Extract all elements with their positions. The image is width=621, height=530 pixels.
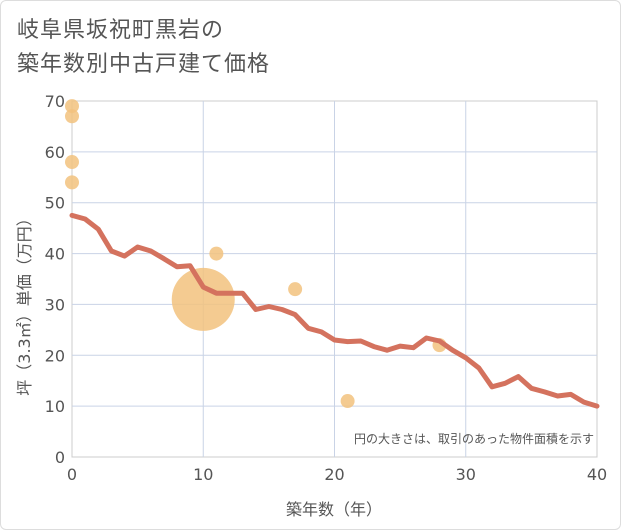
y-tick-label-0: 0 xyxy=(55,448,65,467)
y-tick-label-60: 60 xyxy=(45,143,65,162)
chart-title-line-2: 築年数別中古戸建て価格 xyxy=(17,52,271,77)
bubble-point-0 xyxy=(65,99,79,114)
bubble-point-2 xyxy=(65,155,79,170)
y-tick-label-10: 10 xyxy=(45,397,65,416)
bubble-point-7 xyxy=(340,394,355,409)
y-tick-label-70: 70 xyxy=(45,92,65,111)
y-tick-label-20: 20 xyxy=(45,346,65,365)
x-tick-label-0: 0 xyxy=(67,465,77,484)
chart-title-line-1: 岐阜県坂祝町黒岩の xyxy=(17,18,225,43)
y-tick-label-40: 40 xyxy=(45,245,65,264)
bubble-point-3 xyxy=(65,175,79,190)
bubble-point-6 xyxy=(288,282,303,297)
y-axis-label: 坪（3.3㎡）単価（万円） xyxy=(15,210,34,395)
chart-title: 岐阜県坂祝町黒岩の 築年数別中古戸建て価格 xyxy=(17,14,270,82)
bubble-point-4 xyxy=(171,267,235,331)
tick-labels: 0 10 20 30 40 0 10 20 30 40 50 60 70 xyxy=(45,92,608,484)
trend-line xyxy=(69,212,600,409)
y-tick-label-50: 50 xyxy=(45,194,65,213)
y-tick-label-30: 30 xyxy=(45,295,65,314)
x-axis-label: 築年数（年） xyxy=(286,500,382,519)
x-tick-label-30: 30 xyxy=(456,465,476,484)
grid-lines xyxy=(72,101,597,457)
bubble-series xyxy=(65,99,447,409)
trend-series xyxy=(69,212,600,409)
x-tick-label-40: 40 xyxy=(587,465,607,484)
x-tick-label-10: 10 xyxy=(193,465,213,484)
x-tick-label-20: 20 xyxy=(324,465,344,484)
bubble-point-5 xyxy=(209,246,224,261)
bubble-point-1 xyxy=(65,109,79,124)
plot-note: 円の大きさは、取引のあった物件面積を示す xyxy=(354,431,594,446)
